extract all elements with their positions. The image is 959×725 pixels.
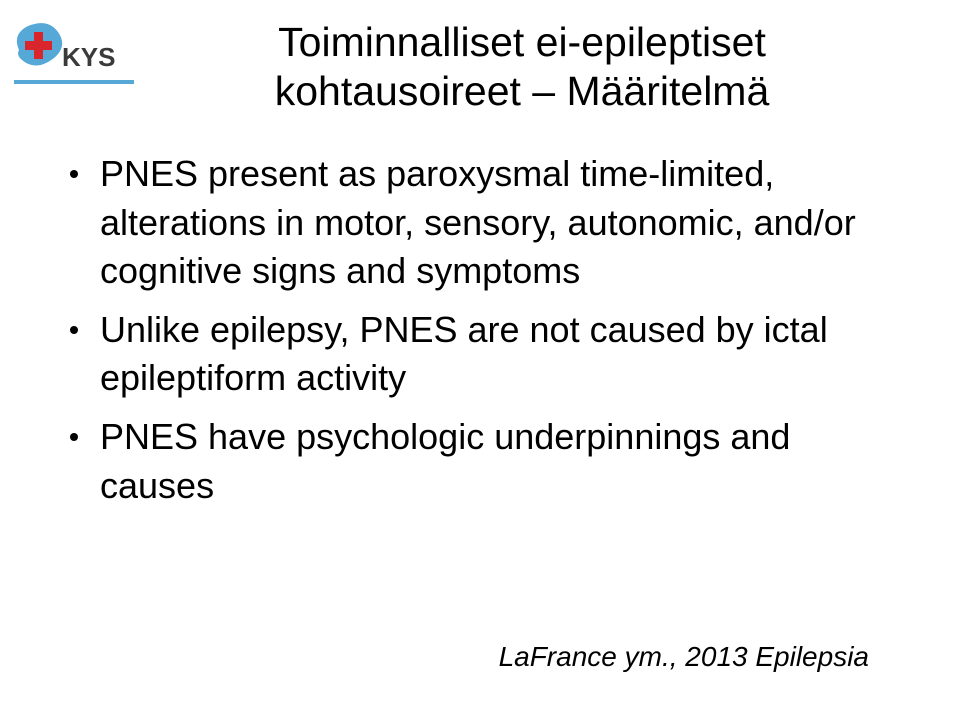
title-line-2: kohtausoireet – Määritelmä xyxy=(275,68,770,114)
list-item: PNES have psychologic underpinnings and … xyxy=(70,413,889,510)
slide-title: Toiminnalliset ei-epileptiset kohtausoir… xyxy=(145,18,899,116)
bullet-text: Unlike epilepsy, PNES are not caused by … xyxy=(100,306,889,403)
title-line-1: Toiminnalliset ei-epileptiset xyxy=(278,19,766,65)
bullet-dot-icon xyxy=(70,170,78,178)
list-item: Unlike epilepsy, PNES are not caused by … xyxy=(70,306,889,403)
bullet-dot-icon xyxy=(70,326,78,334)
list-item: PNES present as paroxysmal time-limited,… xyxy=(70,150,889,296)
bullet-list: PNES present as paroxysmal time-limited,… xyxy=(70,150,889,520)
kys-logo: KYS xyxy=(14,22,134,87)
bullet-text: PNES have psychologic underpinnings and … xyxy=(100,413,889,510)
bullet-dot-icon xyxy=(70,433,78,441)
svg-text:KYS: KYS xyxy=(62,42,115,72)
citation-text: LaFrance ym., 2013 Epilepsia xyxy=(499,641,869,673)
bullet-text: PNES present as paroxysmal time-limited,… xyxy=(100,150,889,296)
